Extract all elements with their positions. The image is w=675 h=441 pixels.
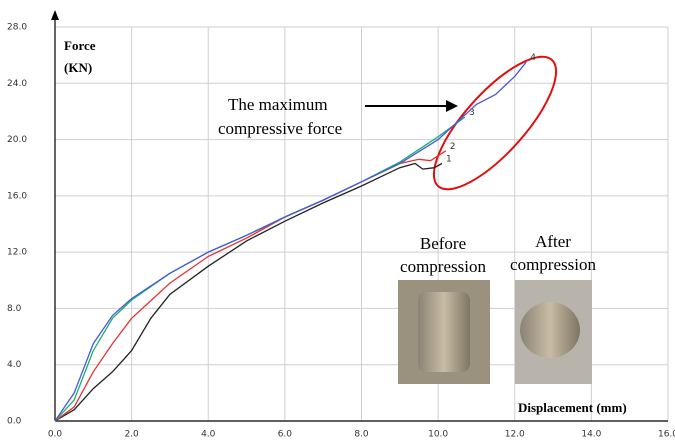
annotation: The maximum [228,95,328,114]
series-label: 3 [469,108,475,118]
y-tick-label: 4.0 [7,360,22,370]
annotation: compressive force [218,119,342,138]
y-tick-label: 24.0 [7,79,27,89]
y-tick-label: 0.0 [7,417,22,427]
y-tick-label: 20.0 [7,135,27,145]
y-label: (KN) [64,60,92,75]
x-tick-label: 10.0 [428,430,448,440]
x-tick-label: 8.0 [354,430,369,440]
x-tick-label: 14.0 [581,430,601,440]
y-label: Force [64,38,96,53]
series-label: 2 [450,142,456,152]
series-line [54,61,527,422]
y-axis-arrow [51,10,59,20]
specimen-after [520,302,580,358]
x-tick-label: 6.0 [278,430,293,440]
y-tick-label: 16.0 [7,191,27,201]
y-tick-label: 28.0 [7,23,27,33]
x-label: Displacement (mm) [518,400,627,415]
y-tick-label: 12.0 [7,248,27,258]
annotation: After [535,232,571,251]
annotation: compression [510,255,596,274]
series-label: 1 [446,154,452,164]
highlight-ellipse [432,55,558,191]
arrow-head [446,100,458,112]
specimen-before [418,292,470,372]
series-line [54,162,443,422]
x-tick-label: 4.0 [201,430,216,440]
x-tick-label: 2.0 [124,430,139,440]
annotation: Before [420,234,466,253]
x-tick-label: 12.0 [505,430,525,440]
x-tick-label: 0.0 [48,430,63,440]
x-tick-label: 16.0 [658,430,675,440]
annotation: compression [400,257,486,276]
series-label: 4 [530,53,536,63]
y-tick-label: 8.0 [7,304,22,314]
series-line [54,150,447,422]
